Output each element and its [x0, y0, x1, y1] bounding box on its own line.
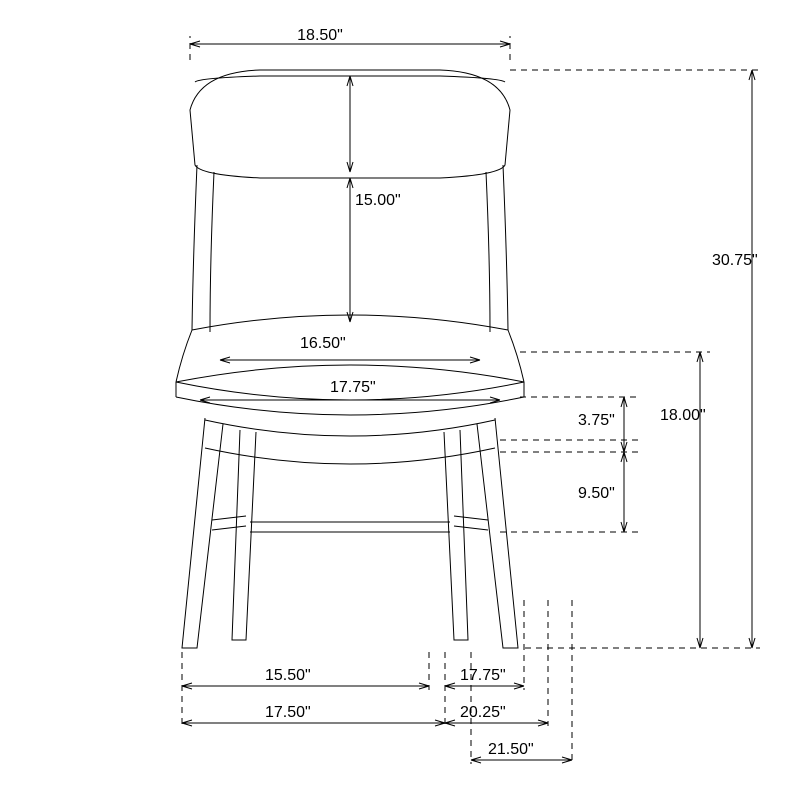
dim-seat-height: 18.00" — [660, 407, 706, 424]
dim-apron-height: 3.75" — [578, 412, 615, 429]
dim-leg-spread-inner: 15.50" — [265, 667, 311, 684]
dimension-lines — [182, 41, 755, 763]
dim-overall-height: 30.75" — [712, 252, 758, 269]
chair-outline — [176, 70, 524, 648]
dim-backrest-width: 18.50" — [297, 27, 343, 44]
dim-back-height: 15.00" — [355, 192, 401, 209]
dim-stretcher-height: 9.50" — [578, 485, 615, 502]
dim-depth-mid: 20.25" — [460, 704, 506, 721]
dim-seat-depth: 16.50" — [300, 335, 346, 352]
dim-seat-width: 17.75" — [330, 379, 376, 396]
dim-depth-bottom: 21.50" — [488, 741, 534, 758]
dim-leg-spread-outer: 17.50" — [265, 704, 311, 721]
dim-depth-top: 17.75" — [460, 667, 506, 684]
